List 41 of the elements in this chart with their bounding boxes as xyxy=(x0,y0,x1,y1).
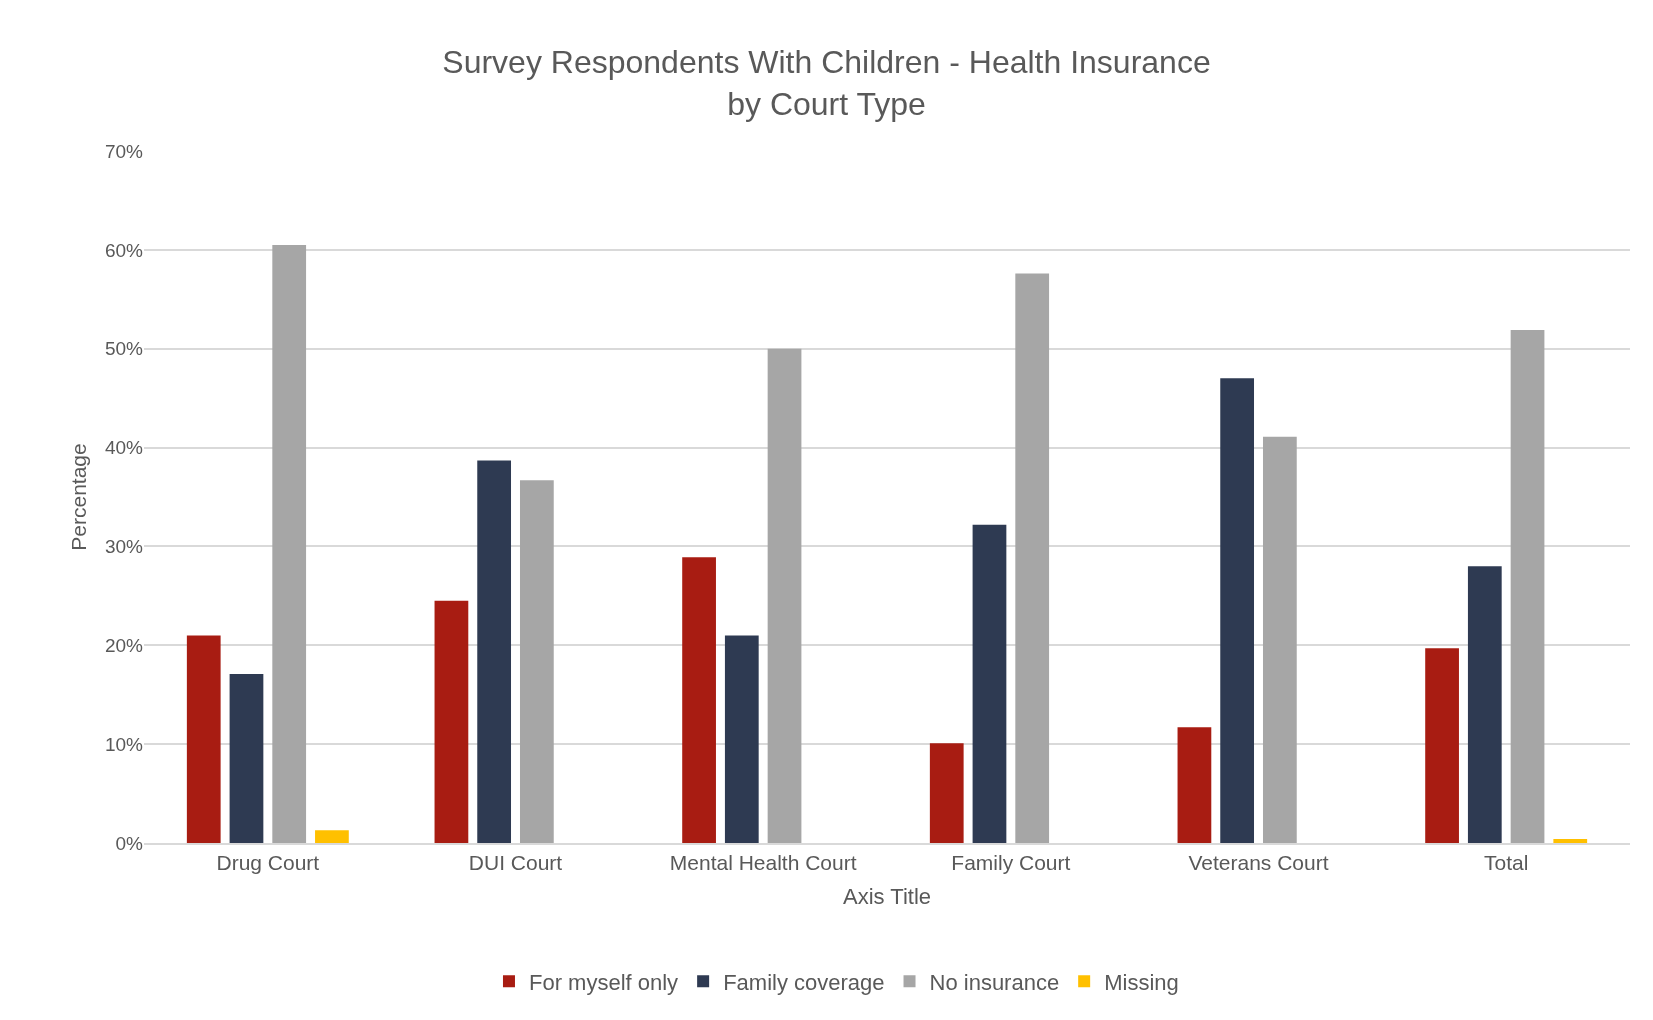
legend-label: Missing xyxy=(1104,969,1179,995)
bar xyxy=(1510,329,1545,843)
bar xyxy=(1262,436,1297,843)
x-tick-label: DUI Court xyxy=(468,850,563,874)
bar xyxy=(477,460,512,843)
legend-label: No insurance xyxy=(929,969,1060,995)
bar xyxy=(1177,727,1212,843)
x-tick-label: Family Court xyxy=(951,850,1071,874)
bar xyxy=(272,244,307,843)
legend-label: Family coverage xyxy=(723,969,885,995)
y-tick-label: 30% xyxy=(104,536,144,558)
bar xyxy=(682,557,716,843)
x-axis-title: Axis Title xyxy=(842,884,932,910)
bar xyxy=(1015,273,1050,843)
x-tick-label: Drug Court xyxy=(216,850,320,874)
bar xyxy=(724,635,759,843)
y-tick-label: 10% xyxy=(104,733,144,755)
y-axis-title: Percentage xyxy=(67,443,91,551)
y-tick-label: 40% xyxy=(104,437,144,459)
y-tick-label: 20% xyxy=(104,634,144,656)
bar xyxy=(229,673,264,843)
bar xyxy=(767,348,802,843)
legend-label: For myself only xyxy=(528,969,679,995)
y-tick-label: 50% xyxy=(104,338,144,360)
x-tick-label: Veterans Court xyxy=(1188,850,1329,874)
bar xyxy=(972,524,1007,843)
x-tick-label: Mental Health Court xyxy=(669,850,857,874)
chart-title: Survey Respondents With Children - Health Insurance by Court Type xyxy=(442,44,1211,123)
bar xyxy=(1553,839,1588,843)
bar xyxy=(1220,378,1255,843)
bar xyxy=(519,480,554,843)
y-tick-label: 60% xyxy=(104,239,144,261)
x-tick-label: Total xyxy=(1483,850,1529,874)
bar xyxy=(929,743,964,843)
bar xyxy=(1467,566,1502,843)
y-tick-label: 70% xyxy=(104,140,144,162)
bar xyxy=(434,600,469,843)
bar xyxy=(186,635,221,843)
bar xyxy=(1425,648,1459,843)
bar xyxy=(315,830,349,843)
y-tick-label: 0% xyxy=(115,832,144,854)
